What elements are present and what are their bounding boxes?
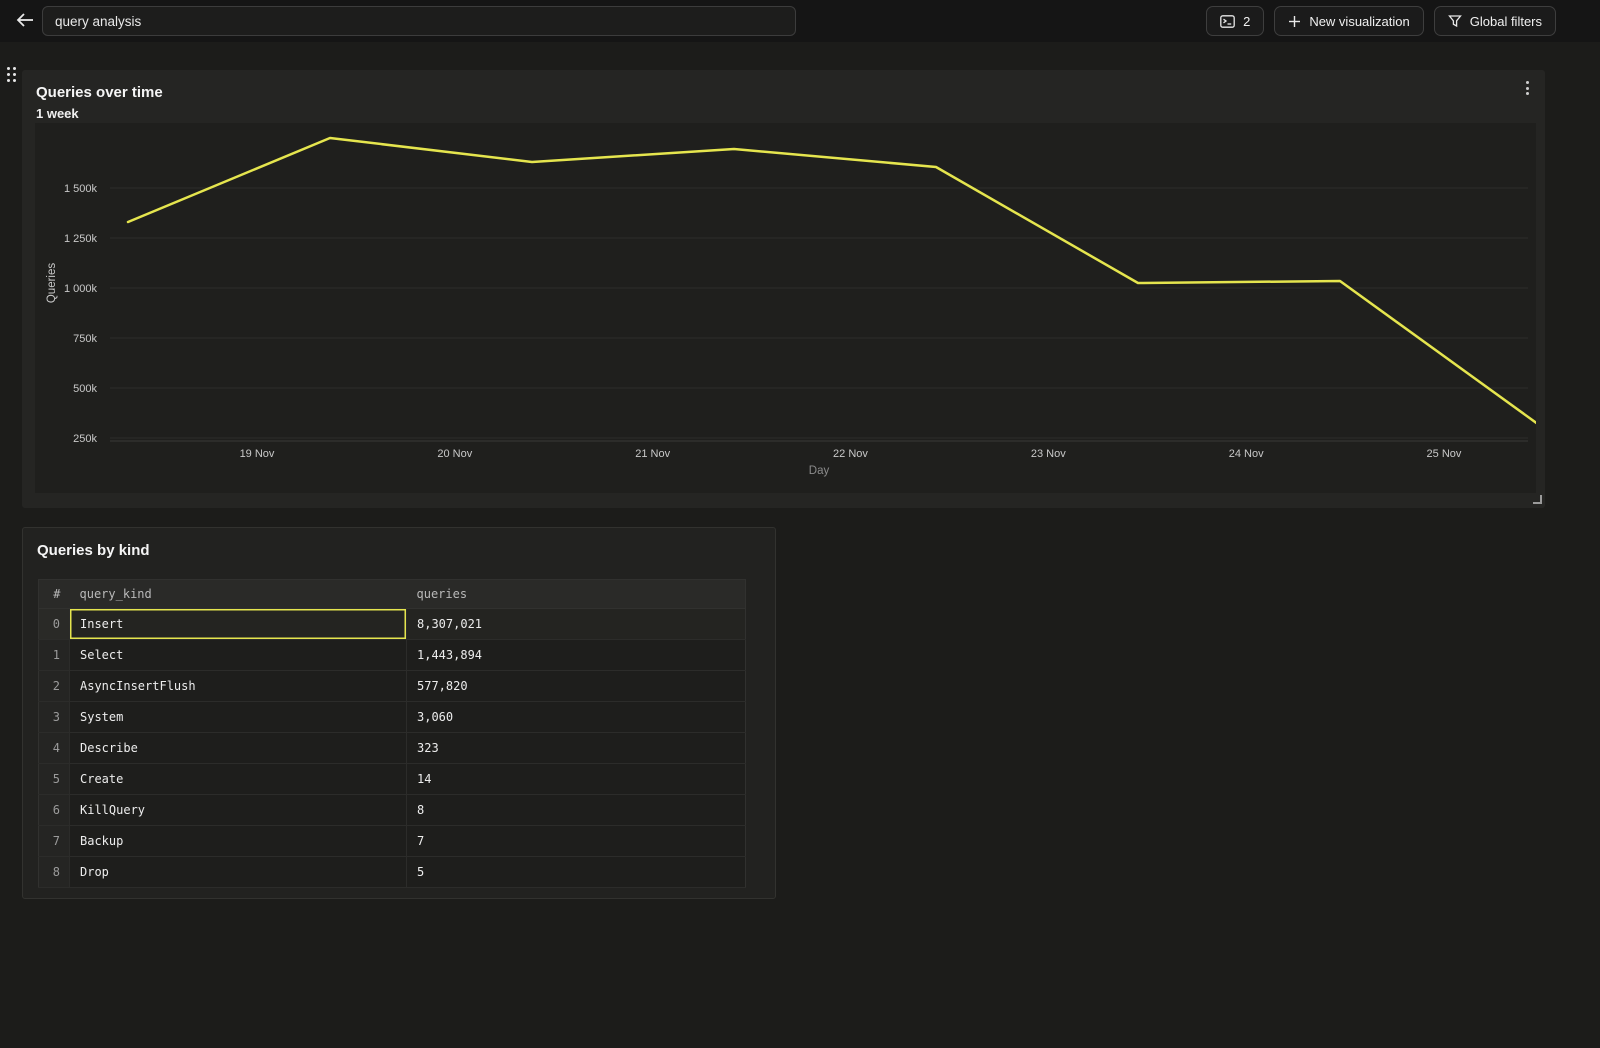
table-cell[interactable]: Drop [69, 856, 407, 888]
table-header-row: # query_kind queries [38, 579, 746, 609]
table-row: 8 Drop 5 [38, 856, 746, 888]
console-icon [1220, 14, 1235, 28]
back-arrow-icon [16, 12, 34, 31]
row-index-cell[interactable]: 2 [38, 670, 70, 702]
table-cell[interactable]: 5 [406, 856, 746, 888]
table-cell[interactable]: Describe [69, 732, 407, 764]
svg-text:250k: 250k [73, 433, 97, 445]
table-header-cell[interactable]: queries [406, 579, 746, 609]
chart-subtitle: 1 week [36, 106, 79, 121]
table-panel-header: Queries by kind [37, 542, 150, 559]
svg-text:Day: Day [809, 465, 830, 477]
table-cell[interactable]: AsyncInsertFlush [69, 670, 407, 702]
row-index-cell[interactable]: 7 [38, 825, 70, 857]
svg-text:22 Nov: 22 Nov [833, 448, 868, 460]
panel-drag-handle-icon[interactable] [7, 67, 23, 85]
svg-text:Queries: Queries [46, 263, 58, 304]
topbar-actions: 2 New visualization Global filters [1206, 6, 1556, 36]
queries-chart-svg[interactable]: 1 500k 1 250k 1 000k 750k 500k 250k 19 Nov 20 N… [35, 123, 1544, 493]
table-cell[interactable]: 1,443,894 [406, 639, 746, 671]
table-cell[interactable]: Create [69, 763, 407, 795]
row-index-cell[interactable]: 5 [38, 763, 70, 795]
svg-text:21 Nov: 21 Nov [635, 448, 670, 460]
row-index-cell[interactable]: 4 [38, 732, 70, 764]
table-cell[interactable]: Insert [69, 608, 407, 640]
svg-text:500k: 500k [73, 383, 97, 395]
svg-text:19 Nov: 19 Nov [240, 448, 275, 460]
table-row: 0 Insert 8,307,021 [38, 608, 746, 640]
new-visualization-button[interactable]: New visualization [1274, 6, 1424, 36]
plus-icon [1288, 15, 1301, 28]
table-title: Queries by kind [37, 542, 150, 559]
svg-text:1 000k: 1 000k [64, 283, 98, 295]
axis-grid: 1 500k 1 250k 1 000k 750k 500k 250k [64, 183, 1528, 445]
chart-panel-header: Queries over time 1 week [36, 84, 163, 121]
svg-text:750k: 750k [73, 333, 97, 345]
row-index-cell[interactable]: 0 [38, 608, 70, 640]
chart-menu-button[interactable] [1518, 78, 1536, 98]
kebab-icon [1525, 81, 1529, 84]
table-cell[interactable]: 8,307,021 [406, 608, 746, 640]
x-axis-labels: 19 Nov 20 Nov 21 Nov 22 Nov 23 Nov 24 Nov 25 N… [240, 448, 1462, 460]
table-cell[interactable]: Select [69, 639, 407, 671]
row-index-cell[interactable]: 6 [38, 794, 70, 826]
table-row: 4 Describe 323 [38, 732, 746, 764]
topbar: 2 New visualization Global filters [0, 0, 1600, 42]
table-cell[interactable]: 8 [406, 794, 746, 826]
table-cell[interactable]: 577,820 [406, 670, 746, 702]
chart-line [126, 136, 1544, 429]
viz-count: 2 [1243, 13, 1251, 29]
global-filters-button[interactable]: Global filters [1433, 6, 1556, 36]
table-row: 1 Select 1,443,894 [38, 639, 746, 671]
table-header-cell[interactable]: query_kind [69, 579, 407, 609]
row-index-cell[interactable]: 1 [38, 639, 70, 671]
table-cell[interactable]: Backup [69, 825, 407, 857]
table-header-cell[interactable]: # [38, 579, 70, 609]
table-cell[interactable]: System [69, 701, 407, 733]
table-row: 3 System 3,060 [38, 701, 746, 733]
filter-funnel-icon [1447, 14, 1462, 28]
table-panel: Queries by kind # query_kind queries 0 Inser… [22, 527, 776, 899]
row-index-cell[interactable]: 8 [38, 856, 70, 888]
svg-text:23 Nov: 23 Nov [1031, 448, 1066, 460]
table-cell[interactable]: 323 [406, 732, 746, 764]
table-row: 6 KillQuery 8 [38, 794, 746, 826]
queries-by-kind-table: # query_kind queries 0 Insert 8,307,021 1 Selec… [38, 579, 746, 888]
table-cell[interactable]: 7 [406, 825, 746, 857]
row-index-cell[interactable]: 3 [38, 701, 70, 733]
svg-text:1 500k: 1 500k [64, 183, 98, 195]
svg-text:25 Nov: 25 Nov [1427, 448, 1462, 460]
svg-text:1 250k: 1 250k [64, 233, 98, 245]
panel-resize-handle[interactable] [1533, 495, 1542, 504]
dashboard-title-input[interactable] [42, 6, 796, 36]
table-cell[interactable]: 3,060 [406, 701, 746, 733]
table-row: 2 AsyncInsertFlush 577,820 [38, 670, 746, 702]
chart-title: Queries over time [36, 84, 163, 101]
table-row: 7 Backup 7 [38, 825, 746, 857]
queries-over-time-chart[interactable]: 1 500k 1 250k 1 000k 750k 500k 250k 19 Nov 20 N… [35, 123, 1544, 493]
table-cell[interactable]: KillQuery [69, 794, 407, 826]
table-cell[interactable]: 14 [406, 763, 746, 795]
svg-text:20 Nov: 20 Nov [437, 448, 472, 460]
back-button[interactable] [8, 6, 42, 36]
chart-panel: Queries over time 1 week 1 500k 1 250k 1 0… [22, 70, 1545, 508]
console-count-button[interactable]: 2 [1206, 6, 1265, 36]
table-row: 5 Create 14 [38, 763, 746, 795]
svg-text:24 Nov: 24 Nov [1229, 448, 1264, 460]
